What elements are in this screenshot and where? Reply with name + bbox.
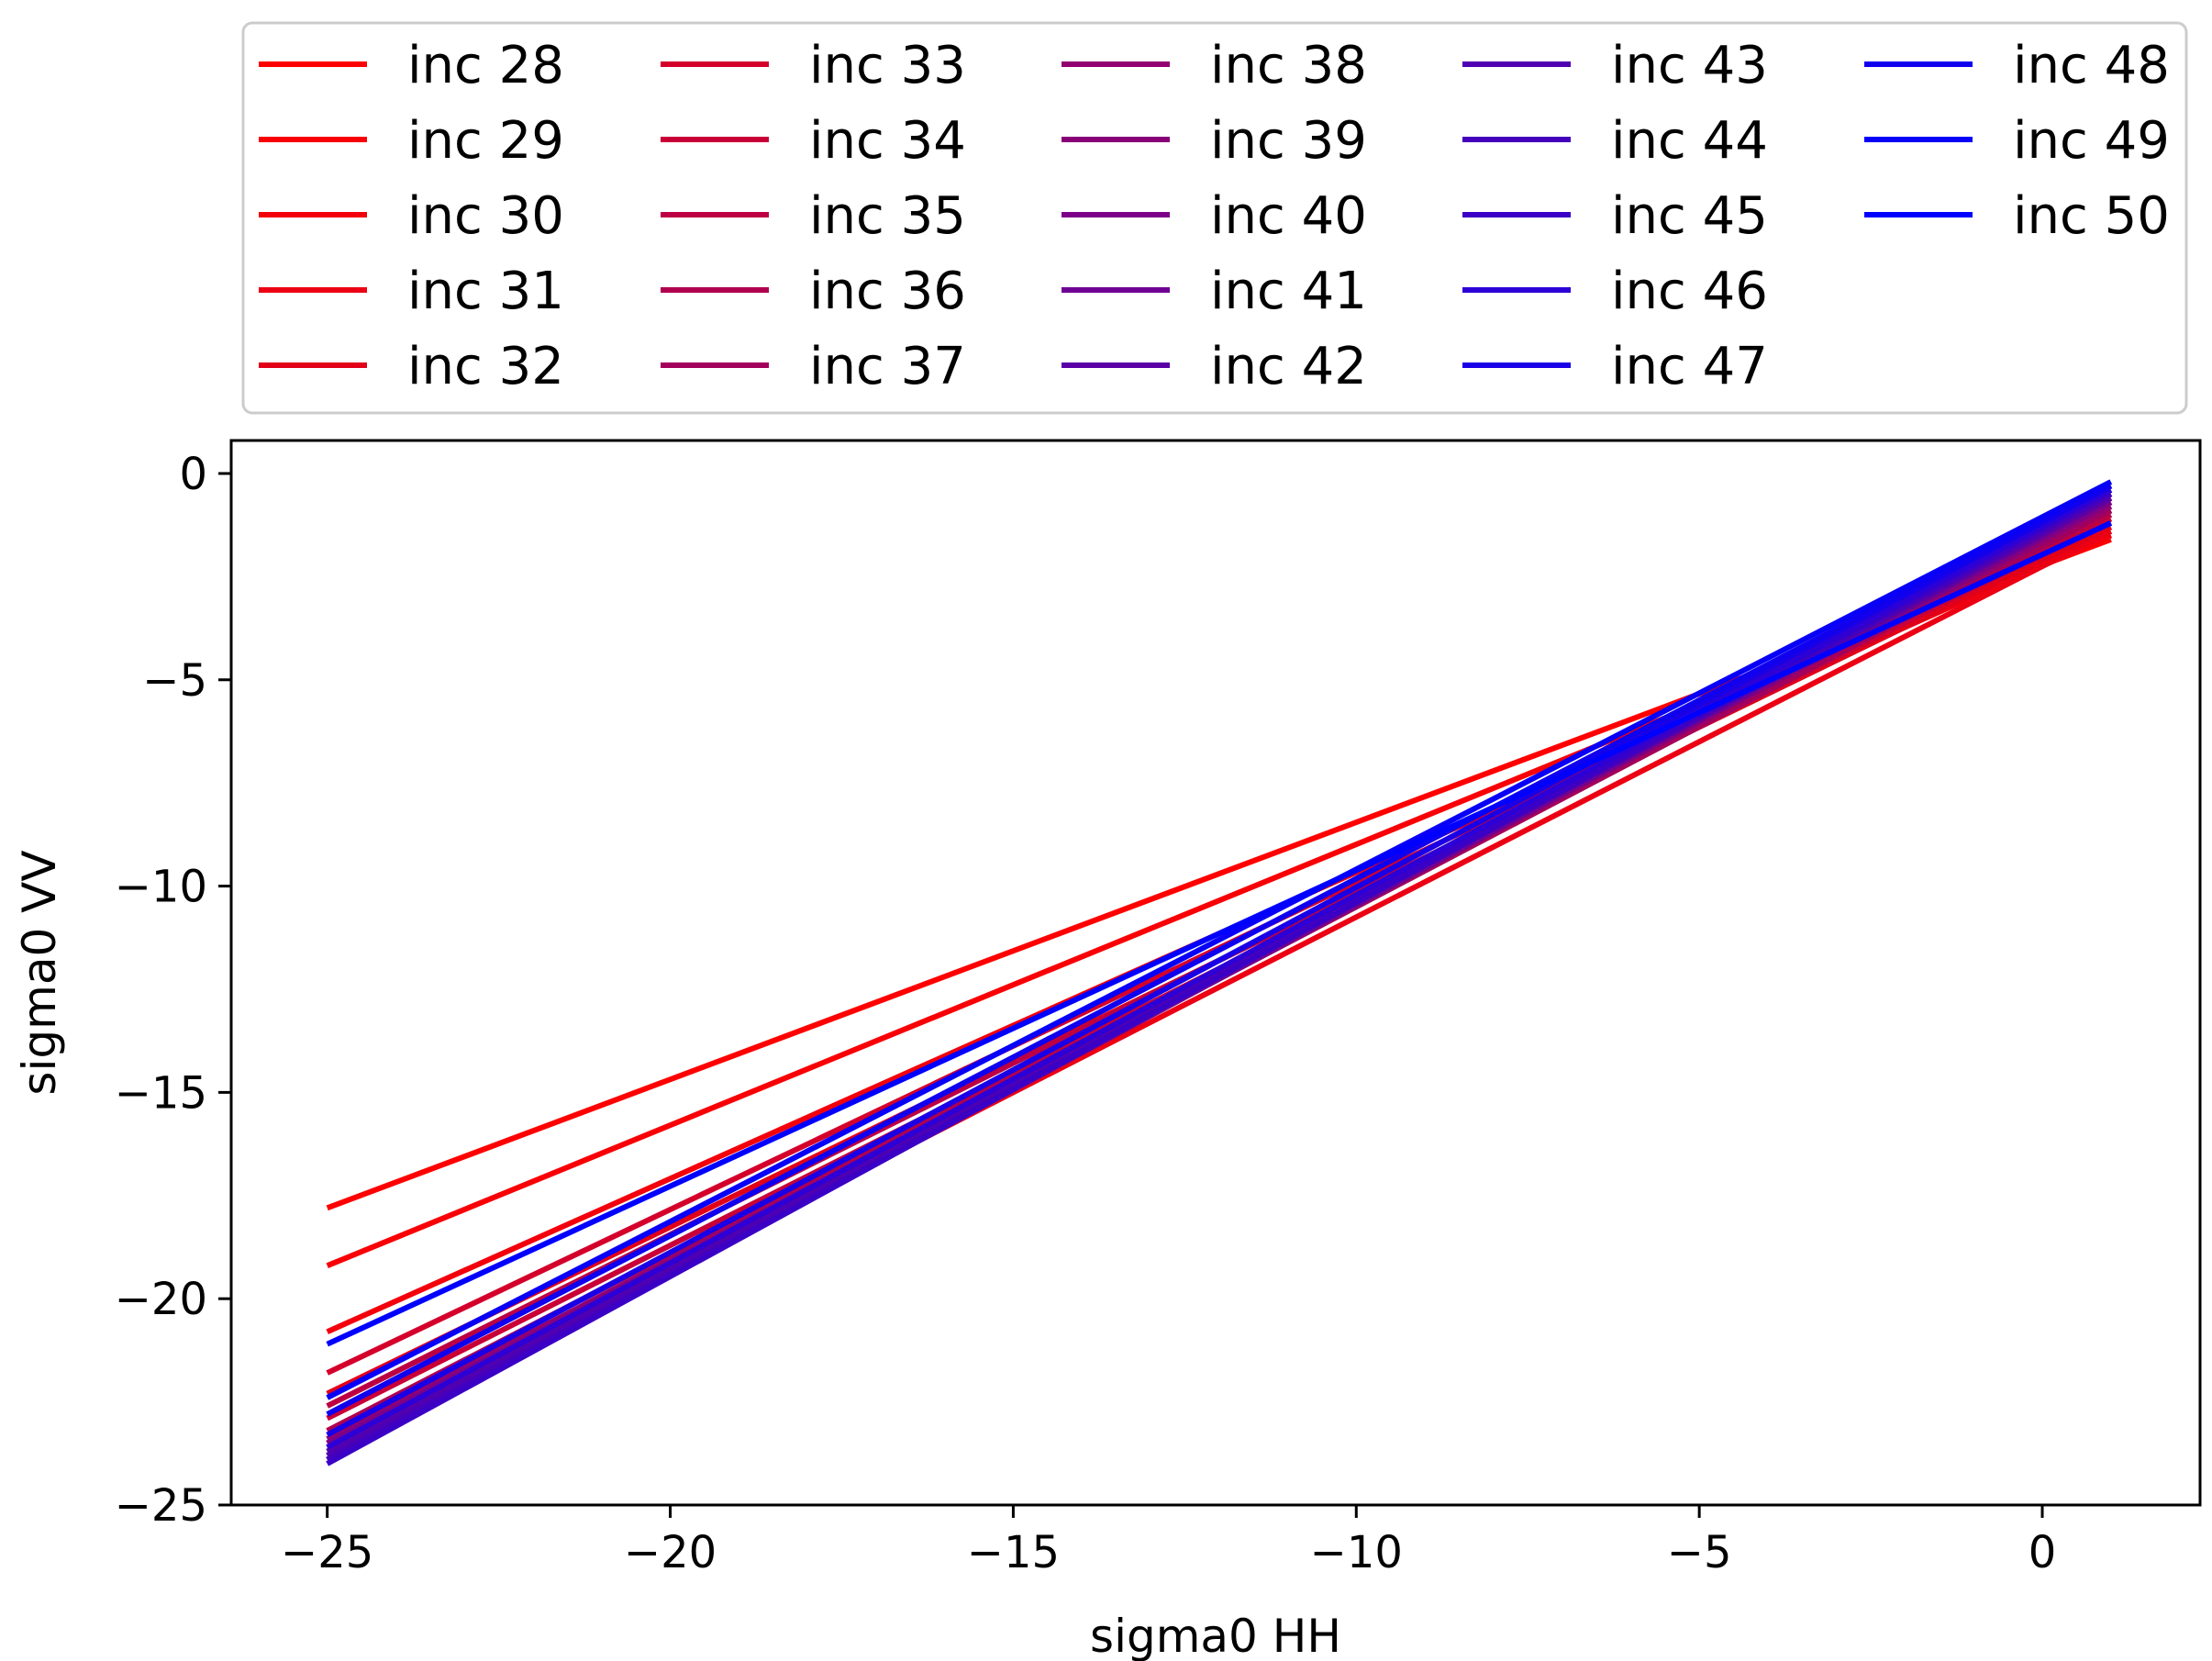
x-tick-label: −20	[624, 1527, 717, 1578]
legend-label: inc 31	[407, 262, 564, 321]
y-tick-label: −25	[115, 1480, 207, 1532]
y-tick-label: −20	[115, 1274, 207, 1325]
legend-label: inc 33	[809, 36, 966, 95]
y-tick-label: 0	[179, 449, 207, 500]
legend-label: inc 41	[1210, 262, 1367, 321]
legend-label: inc 38	[1210, 36, 1367, 95]
x-tick-label: 0	[2029, 1527, 2057, 1578]
legend-label: inc 29	[407, 111, 564, 171]
legend-label: inc 37	[809, 337, 966, 396]
y-tick-label: −5	[142, 655, 207, 707]
legend-items: inc 28 inc 29 inc 30 inc 31 inc 32 inc 33 inc …	[259, 36, 2170, 396]
series-line-inc-49	[326, 479, 2113, 1400]
y-tick-label: −10	[115, 862, 207, 913]
legend-label: inc 45	[1611, 186, 1768, 246]
x-tick-label: −25	[281, 1527, 373, 1578]
legend-label: inc 30	[407, 186, 564, 246]
legend-label: inc 43	[1611, 36, 1768, 95]
legend-label: inc 42	[1210, 337, 1367, 396]
legend-label: inc 48	[2013, 36, 2170, 95]
legend-label: inc 47	[1611, 337, 1768, 396]
x-tick-label: −5	[1667, 1527, 1732, 1578]
legend-label: inc 49	[2013, 111, 2170, 171]
legend-label: inc 32	[407, 337, 564, 396]
legend-label: inc 35	[809, 186, 966, 246]
legend-label: inc 36	[809, 262, 966, 321]
x-axis-label: sigma0 HH	[1090, 1610, 1341, 1661]
x-axis: −25 −20 −15 −10 −5 0	[281, 1505, 2056, 1578]
series-line-inc-47	[326, 483, 2113, 1438]
legend-label: inc 40	[1210, 186, 1367, 246]
y-tick-label: −15	[115, 1067, 207, 1119]
series-layer	[326, 479, 2113, 1466]
y-axis: 0 −5 −10 −15 −20 −25	[115, 449, 231, 1532]
series-line-inc-50	[326, 520, 2113, 1347]
series-line-inc-46	[326, 487, 2113, 1450]
legend-frame	[241, 21, 2188, 415]
plot-frame	[229, 439, 2202, 1507]
series-line-inc-48	[326, 483, 2113, 1417]
legend-label: inc 28	[407, 36, 564, 95]
x-tick-label: −10	[1310, 1527, 1403, 1578]
y-axis-label: sigma0 VV	[13, 850, 66, 1095]
legend-label: inc 44	[1611, 111, 1768, 171]
legend: inc 28 inc 29 inc 30 inc 31 inc 32 inc 33 inc …	[241, 21, 2188, 415]
legend-label: inc 34	[809, 111, 966, 171]
legend-label: inc 39	[1210, 111, 1367, 171]
x-tick-label: −15	[967, 1527, 1060, 1578]
legend-label: inc 50	[2013, 186, 2170, 246]
legend-label: inc 46	[1611, 262, 1768, 321]
